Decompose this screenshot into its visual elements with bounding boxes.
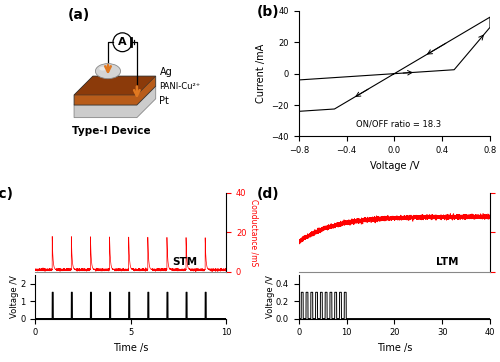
- X-axis label: Time /s: Time /s: [376, 343, 412, 353]
- Polygon shape: [74, 76, 156, 105]
- Text: Pt: Pt: [160, 96, 170, 106]
- Text: (c): (c): [0, 187, 14, 201]
- Text: A: A: [118, 37, 126, 47]
- Text: (b): (b): [257, 5, 280, 18]
- Ellipse shape: [96, 64, 120, 79]
- Polygon shape: [74, 86, 156, 118]
- X-axis label: Voltage /V: Voltage /V: [370, 161, 419, 171]
- Y-axis label: Conductance /mS: Conductance /mS: [249, 199, 258, 266]
- Y-axis label: Current /mA: Current /mA: [256, 44, 266, 103]
- Text: Ag: Ag: [160, 67, 172, 77]
- Text: ON/OFF ratio = 18.3: ON/OFF ratio = 18.3: [356, 119, 442, 129]
- Y-axis label: Voltage /V: Voltage /V: [10, 275, 18, 318]
- Text: (d): (d): [257, 187, 280, 201]
- Text: PANI-Cu²⁺: PANI-Cu²⁺: [160, 82, 200, 91]
- Polygon shape: [74, 76, 156, 95]
- Y-axis label: Voltage /V: Voltage /V: [266, 275, 274, 318]
- Ellipse shape: [99, 67, 106, 71]
- X-axis label: Time /s: Time /s: [113, 343, 148, 353]
- Text: STM: STM: [172, 257, 198, 268]
- Text: Type-I Device: Type-I Device: [72, 126, 151, 136]
- Text: LTM: LTM: [436, 257, 459, 268]
- Text: (a): (a): [68, 8, 90, 22]
